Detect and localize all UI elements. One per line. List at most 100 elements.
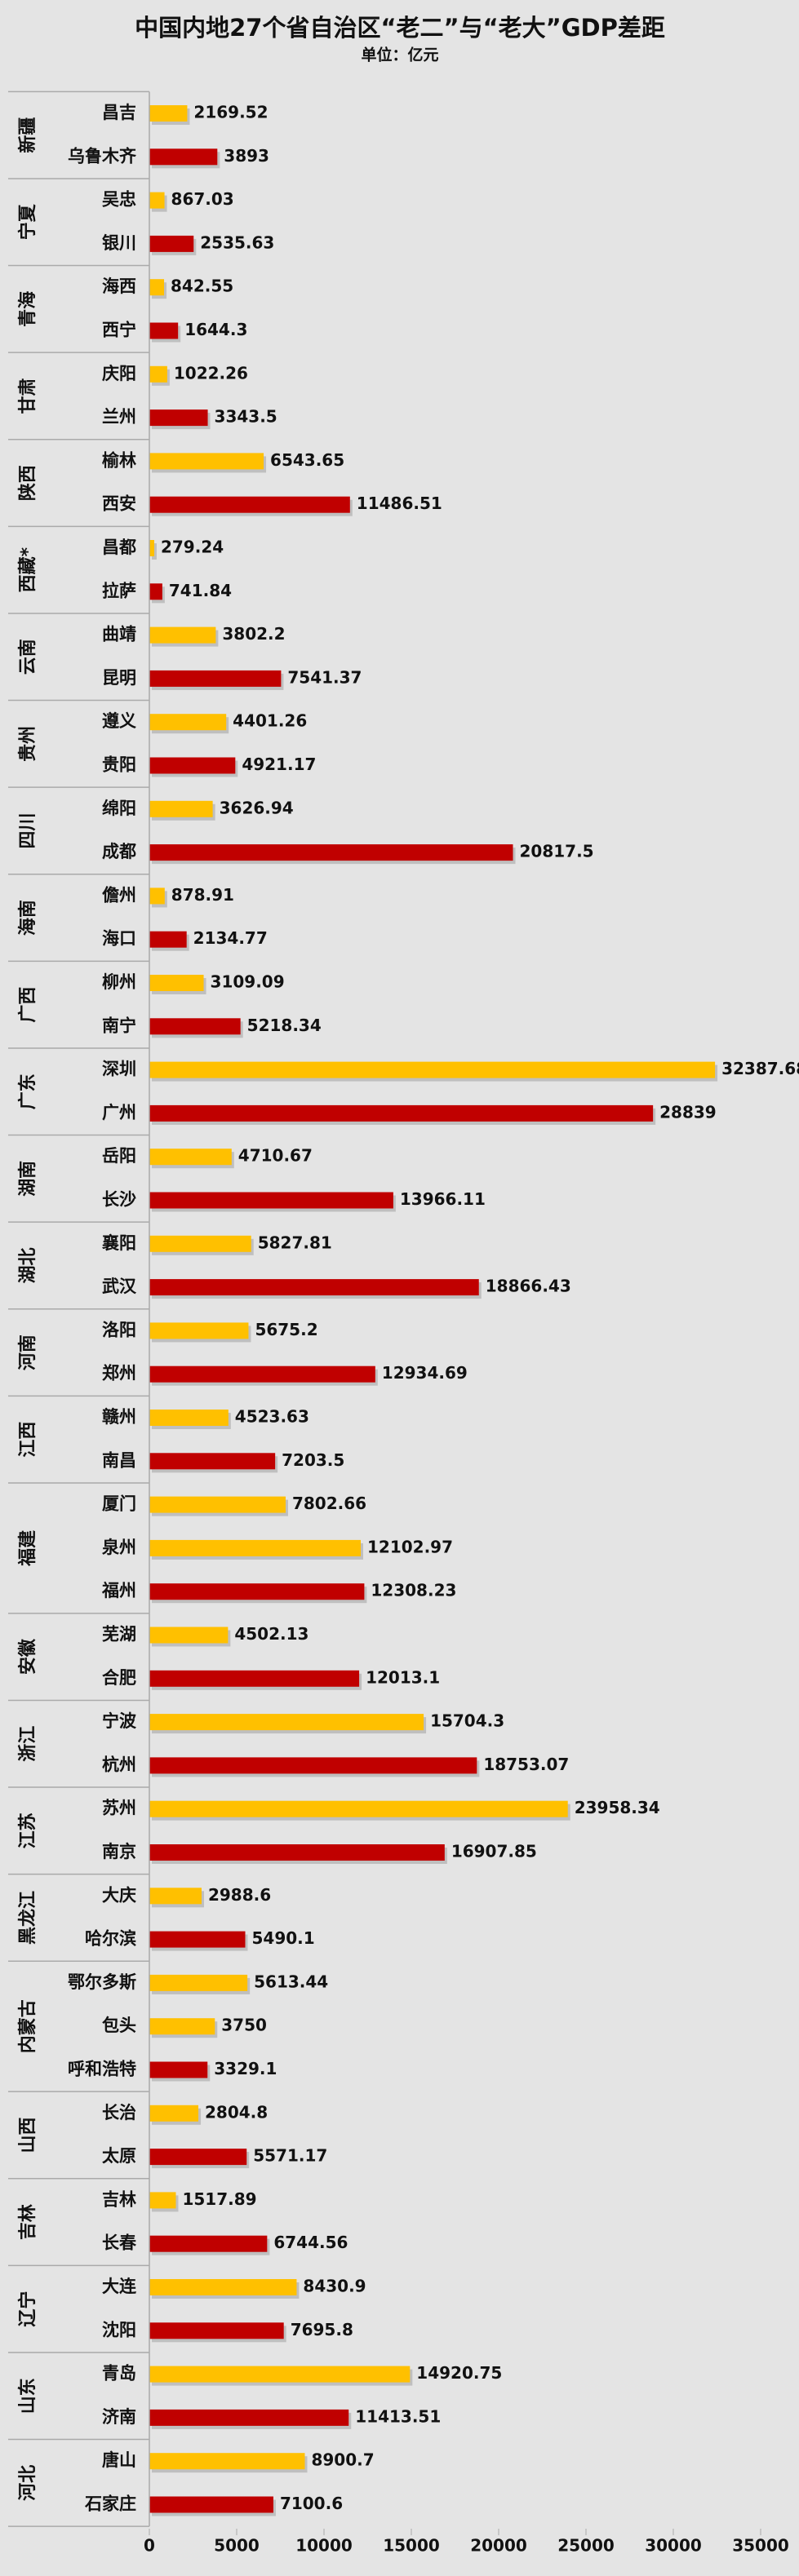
y-tick-label: 长春 (102, 2233, 137, 2253)
bar (149, 1192, 393, 1209)
y-tick-label: 银川 (102, 233, 136, 253)
group-label: 黑龙江 (18, 1891, 38, 1945)
y-tick-label: 武汉 (102, 1277, 137, 1296)
value-label: 18866.43 (486, 1277, 571, 1296)
y-tick-label: 庆阳 (102, 364, 136, 383)
bar (149, 2192, 176, 2209)
y-tick-label: 南昌 (102, 1450, 136, 1470)
value-label: 6744.56 (273, 2233, 348, 2252)
bar (149, 365, 167, 383)
y-tick-label: 福州 (101, 1581, 136, 1600)
bar (149, 2453, 305, 2470)
bar (149, 1104, 654, 1122)
group-label: 青海 (17, 291, 38, 327)
y-tick-label: 遵义 (102, 711, 136, 731)
value-label: 4401.26 (233, 711, 307, 731)
bar (149, 1974, 248, 1991)
y-tick-label: 吉林 (102, 2189, 136, 2209)
value-label: 4502.13 (234, 1624, 309, 1644)
bar (149, 2018, 215, 2035)
bar (149, 540, 154, 556)
x-tick-label: 25000 (557, 2536, 615, 2556)
value-label: 11486.51 (357, 494, 442, 513)
bar (149, 583, 162, 600)
bar (149, 279, 165, 296)
group-label: 内蒙古 (17, 1999, 38, 2053)
bar (149, 2279, 297, 2295)
value-label: 4921.17 (242, 755, 316, 774)
y-tick-label: 青岛 (102, 2364, 136, 2383)
y-tick-label: 成都 (102, 842, 136, 861)
value-label: 5571.17 (253, 2146, 327, 2166)
bar (149, 626, 216, 644)
value-label: 16907.85 (451, 1842, 537, 1861)
group-label: 浙江 (18, 1726, 38, 1762)
value-label: 12308.23 (371, 1581, 456, 1600)
y-tick-label: 大庆 (102, 1885, 136, 1905)
value-label: 8900.7 (311, 2450, 374, 2470)
y-tick-label: 宁波 (102, 1711, 137, 1731)
group-label: 江苏 (17, 1812, 38, 1848)
y-tick-label: 吴忠 (102, 190, 136, 210)
bar (149, 2105, 199, 2122)
group-label: 甘肃 (17, 378, 38, 414)
y-tick-label: 儋州 (102, 885, 136, 905)
group-label: 西藏* (18, 547, 38, 592)
bar (149, 148, 218, 166)
group-label: 河南 (18, 1334, 38, 1370)
bar (149, 2061, 208, 2078)
bar (149, 2322, 284, 2339)
y-tick-label: 西宁 (102, 321, 136, 340)
group-label: 吉林 (17, 2204, 38, 2240)
y-tick-label: 鄂尔多斯 (68, 1972, 136, 1992)
value-label: 5490.1 (251, 1928, 314, 1948)
bar (149, 1888, 202, 1905)
y-tick-label: 长治 (102, 2103, 136, 2122)
bar (149, 757, 236, 774)
y-tick-label: 大连 (102, 2277, 137, 2296)
value-label: 13966.11 (400, 1189, 486, 1209)
y-tick-label: 郑州 (102, 1364, 136, 1383)
bar (149, 453, 264, 470)
y-tick-label: 呼和浩特 (68, 2060, 136, 2079)
bar (149, 192, 165, 209)
value-label: 12013.1 (366, 1667, 440, 1687)
y-tick-label: 兰州 (102, 407, 136, 427)
value-label: 3109.09 (211, 972, 285, 992)
y-tick-label: 榆林 (102, 450, 136, 470)
value-label: 3802.2 (222, 624, 285, 644)
value-label: 11413.51 (355, 2406, 441, 2426)
value-label: 2804.8 (205, 2102, 268, 2122)
group-label: 辽宁 (17, 2291, 38, 2327)
group-label: 四川 (18, 812, 38, 848)
x-tick-label: 35000 (732, 2536, 789, 2556)
y-tick-label: 襄阳 (101, 1233, 136, 1253)
y-tick-label: 杭州 (102, 1755, 136, 1774)
bar (149, 2409, 349, 2426)
value-label: 741.84 (169, 581, 232, 600)
x-tick-label: 20000 (470, 2536, 527, 2556)
value-label: 7695.8 (291, 2320, 353, 2339)
y-tick-label: 南京 (102, 1842, 136, 1861)
bar (149, 1539, 362, 1556)
y-tick-label: 海口 (102, 929, 136, 949)
y-tick-label: 广州 (102, 1103, 136, 1122)
bar (149, 1714, 424, 1731)
bar (149, 1279, 479, 1296)
bar (149, 975, 204, 991)
value-label: 5613.44 (254, 1972, 328, 1991)
group-label: 陕西 (18, 465, 38, 501)
value-label: 1644.3 (184, 320, 247, 339)
y-tick-label: 泉州 (102, 1538, 136, 1557)
y-tick-label: 拉萨 (102, 581, 136, 600)
bar (149, 1235, 251, 1252)
bar (149, 1453, 276, 1470)
y-tick-label: 乌鲁木齐 (68, 146, 137, 166)
y-tick-label: 合肥 (102, 1668, 136, 1688)
y-tick-label: 沈阳 (102, 2320, 136, 2339)
group-label: 广东 (17, 1073, 38, 1109)
value-label: 3626.94 (220, 798, 294, 817)
group-label: 河北 (18, 2465, 38, 2501)
x-tick-label: 10000 (295, 2536, 353, 2556)
bar (149, 1757, 477, 1774)
